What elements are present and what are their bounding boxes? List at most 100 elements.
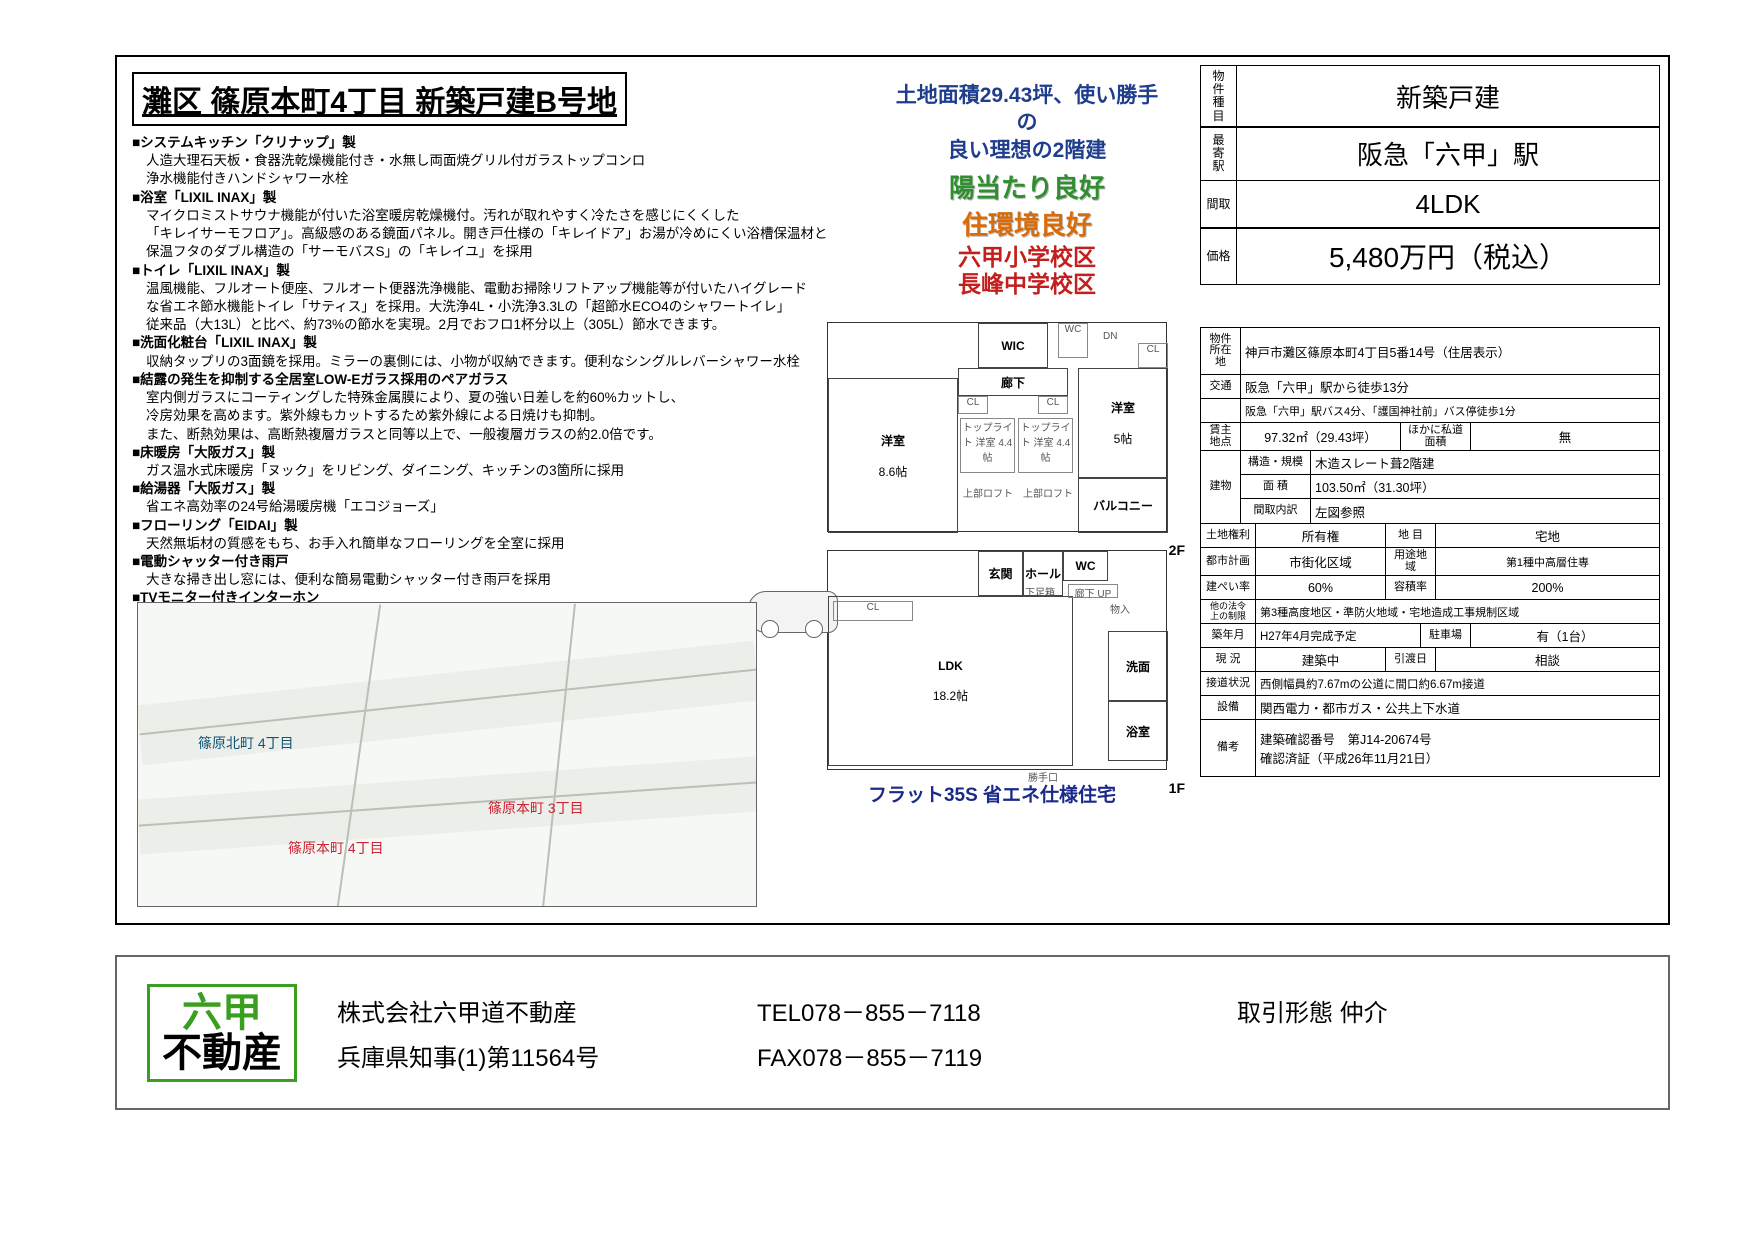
utilities: 関西電力・都市ガス・公共上下水道 — [1256, 696, 1659, 719]
listing-title: 灘区 篠原本町4丁目 新築戸建B号地 — [132, 72, 627, 126]
summary-label: 最寄駅 — [1201, 127, 1237, 180]
room-note: トップライト 洋室 4.4帖 — [960, 418, 1015, 473]
feature-detail: 「キレイサーモフロア」。高級感のある鏡面パネル。開き戸仕様の「キレイドア」お湯が… — [132, 225, 852, 243]
feature-detail: マイクロミストサウナ機能が付いた浴室暖房乾燥機付。汚れが取れやすく冷たさを感じに… — [132, 207, 852, 225]
detail-table: 物件所在地神戸市灘区篠原本町4丁目5番14号（住居表示） 交通阪急「六甲」駅から… — [1200, 327, 1660, 777]
summary-row: 間取4LDK — [1200, 180, 1660, 229]
room: 洋室5帖 — [1078, 368, 1168, 478]
summary-label: 物件種目 — [1201, 66, 1237, 127]
room: 玄関 — [978, 551, 1023, 596]
room: バルコニー — [1078, 478, 1168, 533]
feature-detail: 保温フタのダブル構造の「サーモバスS」の「キレイユ」を採用 — [132, 243, 852, 261]
restrictions: 第3種高度地区・準防火地域・宅地造成工事規制区域 — [1256, 600, 1659, 623]
summary-table: 物件種目新築戸建最寄駅阪急「六甲」駅間取4LDK価格5,480万円（税込） — [1200, 65, 1660, 284]
car-icon — [748, 591, 838, 633]
listing-sheet: 灘区 篠原本町4丁目 新築戸建B号地 ■システムキッチン「クリナップ」製人造大理… — [115, 55, 1670, 925]
room-note: 勝手口 — [1028, 769, 1058, 784]
feature-detail: 従来品（大13L）と比べ、約73%の節水を実現。2月でおフロ1杯分以上（305L… — [132, 316, 852, 334]
summary-value: 4LDK — [1237, 181, 1659, 228]
layout-detail: 左図参照 — [1311, 499, 1659, 523]
feature-detail: 省エネ高効率の24号給湯暖房機「エコジョーズ」 — [132, 498, 852, 516]
floor-area: 103.50㎡（31.30坪） — [1311, 475, 1659, 498]
room-note: トップライト 洋室 4.4帖 — [1018, 418, 1073, 473]
room-note: CL — [833, 601, 913, 621]
city-plan: 市街化区域 — [1256, 548, 1386, 575]
summary-value: 阪急「六甲」駅 — [1237, 127, 1659, 180]
coverage: 60% — [1256, 576, 1386, 599]
feature-heading: ■結露の発生を抑制する全居室LOW-Eガラス採用のペアガラス — [132, 371, 852, 389]
agent-footer: 六甲 不動産 株式会社六甲道不動産 TEL078－855－7118 取引形態 仲… — [115, 955, 1670, 1110]
feature-heading: ■フローリング「EIDAI」製 — [132, 517, 852, 535]
feature-detail: 浄水機能付きハンドシャワー水栓 — [132, 170, 852, 188]
left-panel: 灘区 篠原本町4丁目 新築戸建B号地 ■システムキッチン「クリナップ」製人造大理… — [132, 72, 852, 644]
feature-detail: 収納タップリの3面鏡を採用。ミラーの裏側には、小物が収納できます。便利なシングル… — [132, 353, 852, 371]
feature-heading: ■床暖房「大阪ガス」製 — [132, 444, 852, 462]
location-map: 篠原北町 4丁目篠原本町 3丁目篠原本町 4丁目 — [137, 602, 757, 907]
notes: 建築確認番号 第J14-20674号確認済証（平成26年11月21日） — [1256, 720, 1659, 776]
floor-ratio: 200% — [1436, 576, 1659, 599]
summary-label: 価格 — [1201, 228, 1237, 284]
headline-block: 土地面積29.43坪、使い勝手の良い理想の2階建 陽当たり良好 住環境良好 六甲… — [887, 82, 1167, 299]
feature-heading: ■給湯器「大阪ガス」製 — [132, 480, 852, 498]
room-note: 物入 — [1110, 601, 1130, 616]
feature-detail: 冷房効果を高めます。紫外線もカットするため紫外線による日焼けも抑制。 — [132, 407, 852, 425]
feature-heading: ■トイレ「LIXIL INAX」製 — [132, 262, 852, 280]
map-label: 篠原本町 3丁目 — [488, 798, 584, 818]
deal-type: 取引形態 仲介 — [1237, 993, 1388, 1028]
floorplan-2f: 洋室8.6帖WIC廊下洋室5帖バルコニーCLCLCLWCDNトップライト 洋室 … — [827, 322, 1167, 532]
feature-detail: な省エネ節水機能トイレ「サティス」を採用。大洗浄4L・小洗浄3.3Lの「超節水E… — [132, 298, 852, 316]
feature-detail: また、断熱効果は、高断熱複層ガラスと同等以上で、一般複層ガラスの約2.0倍です。 — [132, 426, 852, 444]
map-label: 篠原本町 4丁目 — [288, 838, 384, 858]
agent-info: 株式会社六甲道不動産 TEL078－855－7118 取引形態 仲介 兵庫県知事… — [337, 983, 1638, 1083]
address: 神戸市灘区篠原本町4丁目5番14号（住居表示） — [1241, 328, 1659, 374]
land-right: 所有権 — [1256, 524, 1386, 547]
headline-land: 土地面積29.43坪、使い勝手の良い理想の2階建 — [887, 82, 1167, 164]
feature-detail: 室内側ガラスにコーティングした特殊金属膜により、夏の強い日差しを約60%カットし… — [132, 389, 852, 407]
agent-logo: 六甲 不動産 — [147, 984, 297, 1082]
feature-detail: 大きな掃き出し窓には、便利な簡易電動シャッター付き雨戸を採用 — [132, 571, 852, 589]
delivery: 相談 — [1436, 648, 1659, 671]
summary-value: 5,480万円（税込） — [1237, 228, 1659, 284]
status: 建築中 — [1256, 648, 1386, 671]
feature-detail: 天然無垢材の質感をもち、お手入れ簡単なフローリングを全室に採用 — [132, 535, 852, 553]
completion: H27年4月完成予定 — [1256, 624, 1421, 647]
room-note: DN — [1103, 331, 1117, 342]
headline-schools: 六甲小学校区長峰中学校区 — [887, 244, 1167, 299]
tel: TEL078－855－7118 — [757, 993, 1157, 1028]
room: WC — [1063, 551, 1108, 581]
floor-label-1f: 1F — [1169, 780, 1185, 796]
fax: FAX078－855－7119 — [757, 1038, 982, 1073]
headline-environment: 住環境良好 — [887, 205, 1167, 242]
summary-value: 新築戸建 — [1237, 66, 1659, 127]
use-zone: 第1種中高層住専 — [1436, 548, 1659, 575]
structure: 木造スレート葺2階建 — [1311, 451, 1659, 474]
feature-heading: ■浴室「LIXIL INAX」製 — [132, 189, 852, 207]
summary-row: 最寄駅阪急「六甲」駅 — [1200, 126, 1660, 181]
feature-heading: ■システムキッチン「クリナップ」製 — [132, 134, 852, 152]
map-label: 篠原北町 4丁目 — [198, 733, 294, 753]
feature-detail: 人造大理石天板・食器洗乾燥機能付き・水無し両面焼グリル付ガラストップコンロ — [132, 152, 852, 170]
access-bus: 阪急「六甲」駅バス4分、「護国神社前」バス停徒歩1分 — [1241, 399, 1659, 422]
room: 洋室8.6帖 — [828, 378, 958, 533]
summary-row: 価格5,480万円（税込） — [1200, 227, 1660, 285]
room-note: CL — [1138, 343, 1168, 368]
room-note: CL — [958, 396, 988, 414]
access-walk: 阪急「六甲」駅から徒歩13分 — [1241, 375, 1659, 398]
parking: 有（1台） — [1471, 624, 1659, 647]
road: 西側幅員約7.67mの公道に間口約6.67m接道 — [1256, 672, 1659, 695]
room-note: 上部ロフト — [963, 485, 1013, 500]
floorplan-area: 洋室8.6帖WIC廊下洋室5帖バルコニーCLCLCLWCDNトップライト 洋室 … — [807, 322, 1177, 807]
room: 廊下 — [958, 368, 1068, 396]
room-note: 上部ロフト — [1023, 485, 1073, 500]
features-list: ■システムキッチン「クリナップ」製人造大理石天板・食器洗乾燥機能付き・水無し両面… — [132, 134, 852, 644]
room-note: WC — [1058, 323, 1088, 358]
summary-row: 物件種目新築戸建 — [1200, 65, 1660, 128]
license: 兵庫県知事(1)第11564号 — [337, 1038, 677, 1073]
land-area: 97.32㎡（29.43坪） — [1241, 423, 1401, 450]
floorplan-1f: LDK18.2帖玄関ホールWC洗面浴室CL廊下 UP下足箱物入勝手口 — [827, 550, 1167, 770]
room: 洗面 — [1108, 631, 1168, 701]
feature-detail: ガス温水式床暖房「ヌック」をリビング、ダイニング、キッチンの3箇所に採用 — [132, 462, 852, 480]
headline-sunlight: 陽当たり良好 — [887, 168, 1167, 205]
room-note: 下足箱 — [1025, 584, 1055, 599]
feature-heading: ■洗面化粧台「LIXIL INAX」製 — [132, 334, 852, 352]
